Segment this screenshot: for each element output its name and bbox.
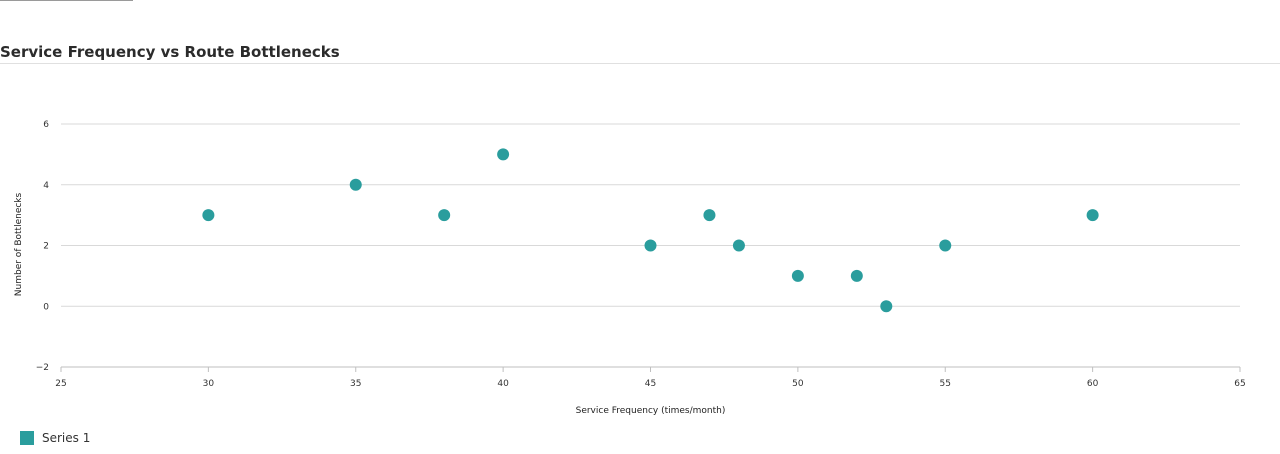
x-tick-label: 25 <box>55 379 66 389</box>
data-point[interactable] <box>791 269 804 282</box>
x-tick-label: 40 <box>497 379 509 389</box>
data-point[interactable] <box>202 209 215 222</box>
data-point[interactable] <box>497 148 510 161</box>
data-point[interactable] <box>939 239 952 252</box>
legend-label: Series 1 <box>42 431 91 445</box>
data-point[interactable] <box>349 178 362 191</box>
y-tick-label: 6 <box>43 120 49 130</box>
x-tick-label: 45 <box>645 379 656 389</box>
top-divider <box>0 0 133 1</box>
x-tick-label: 35 <box>350 379 361 389</box>
grid-lines <box>61 123 1240 307</box>
y-axis-label: Number of Bottlenecks <box>14 192 24 296</box>
data-point[interactable] <box>732 239 745 252</box>
y-tick-label: 0 <box>43 302 49 312</box>
x-axis-label: Service Frequency (times/month) <box>576 406 726 416</box>
legend-swatch <box>20 431 34 445</box>
data-point[interactable] <box>1086 209 1099 222</box>
title-divider <box>0 63 1280 64</box>
chart-title: Service Frequency vs Route Bottlenecks <box>0 43 340 61</box>
x-tick-label: 50 <box>792 379 804 389</box>
y-tick-label: 4 <box>43 181 49 191</box>
x-tick-label: 30 <box>203 379 215 389</box>
data-points <box>202 148 1099 313</box>
data-point[interactable] <box>850 269 863 282</box>
legend[interactable]: Series 1 <box>20 431 90 445</box>
data-point[interactable] <box>438 209 451 222</box>
y-tick-label: 2 <box>43 242 49 252</box>
data-point[interactable] <box>703 209 716 222</box>
x-tick-label: 60 <box>1087 379 1099 389</box>
y-tick-label: −2 <box>36 363 49 373</box>
x-axis-ticks: 25 30 35 40 45 50 55 60 65 <box>55 367 1246 389</box>
data-point[interactable] <box>644 239 657 252</box>
x-tick-label: 65 <box>1234 379 1245 389</box>
data-point[interactable] <box>880 300 893 313</box>
x-tick-label: 55 <box>940 379 951 389</box>
y-axis-ticks: −2 0 2 4 6 <box>36 120 50 373</box>
